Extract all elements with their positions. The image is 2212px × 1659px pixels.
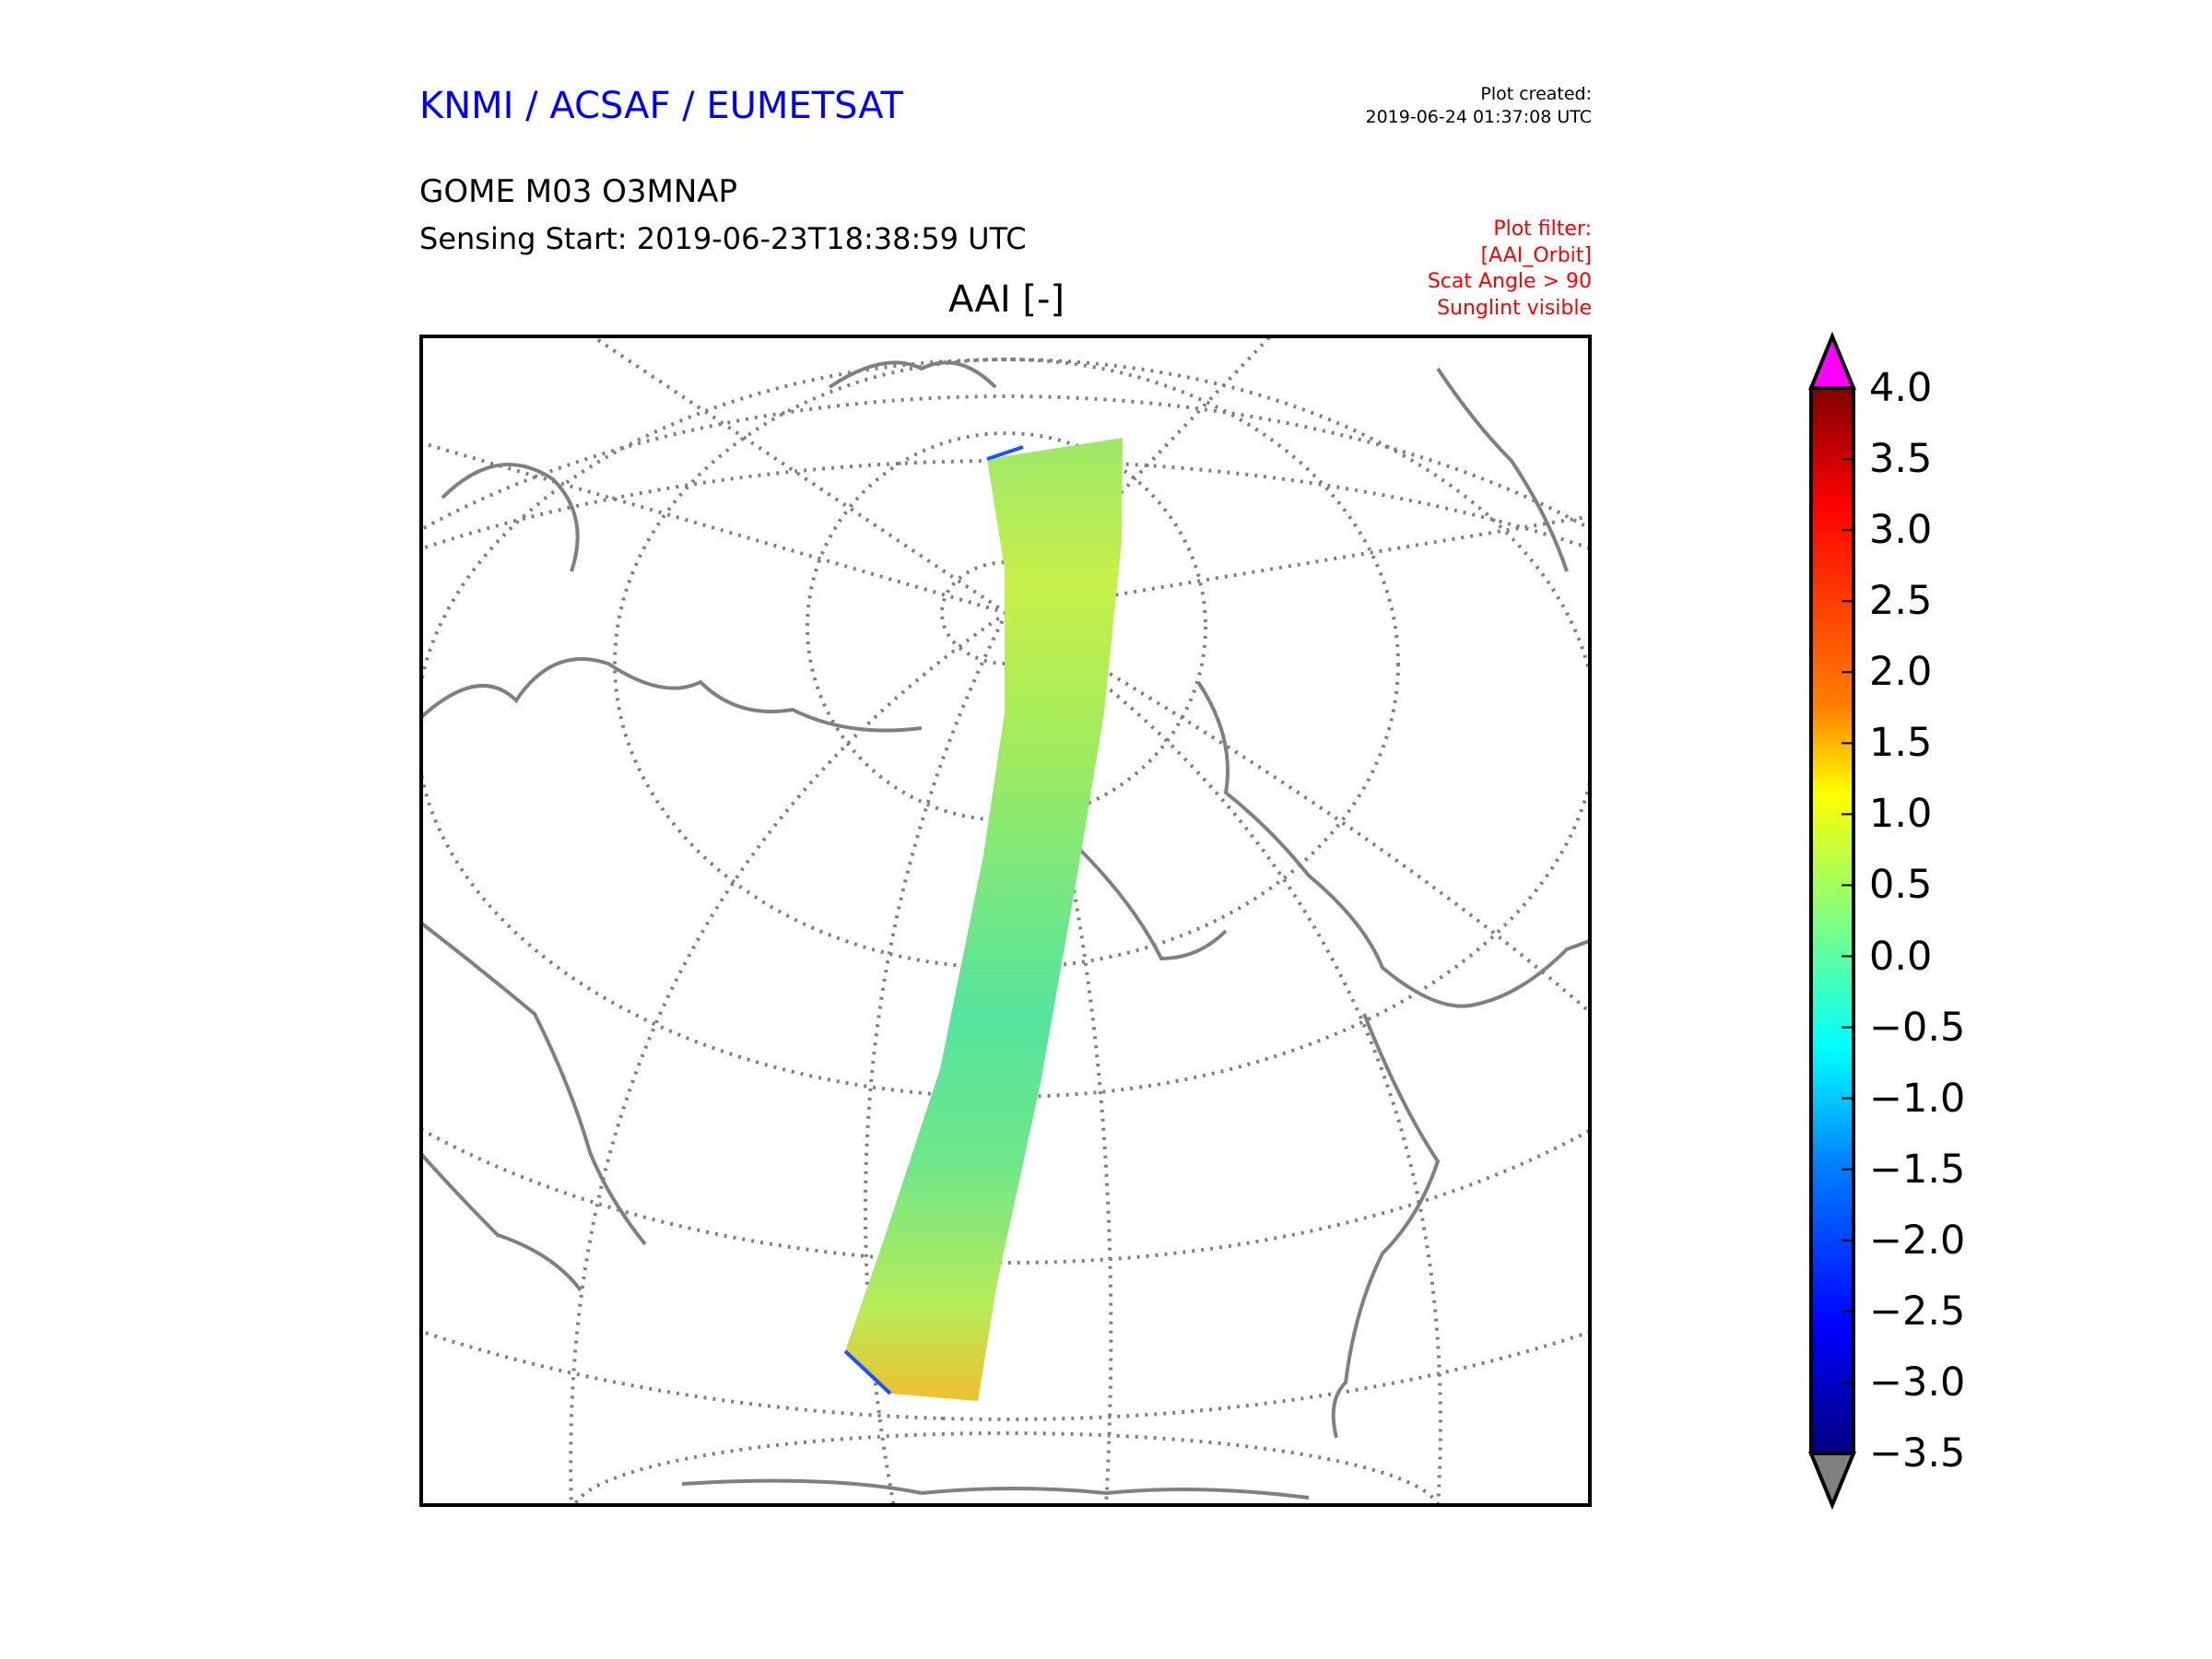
plot-created: Plot created: 2019-06-24 01:37:08 UTC: [1366, 83, 1593, 129]
colorbar-tick-label: −3.0: [1869, 1359, 1966, 1406]
coastlines: [419, 360, 1592, 1500]
filter-line: Scat Angle > 90: [1427, 270, 1592, 293]
colorbar-tick-label: −0.5: [1869, 1004, 1966, 1051]
swath-low-edge: [843, 445, 1024, 1395]
product-name: GOME M03 O3MNAP: [419, 173, 738, 210]
colorbar-over-triangle: [1808, 331, 1856, 390]
sensing-start: Sensing Start: 2019-06-23T18:38:59 UTC: [419, 221, 1027, 256]
plot-filter: Plot filter: [AAI_Orbit] Scat Angle > 90…: [1428, 217, 1592, 322]
colorbar-tick-label: −1.5: [1869, 1146, 1966, 1193]
colorbar-gradient: [1809, 386, 1855, 1455]
colorbar-tick-label: 3.0: [1869, 507, 1933, 554]
colorbar-tick-label: 0.5: [1869, 862, 1933, 909]
map-title: AAI [-]: [948, 278, 1065, 321]
filter-line: Plot filter:: [1493, 218, 1592, 241]
colorbar-tick-label: 2.5: [1869, 578, 1933, 625]
colorbar: [1808, 331, 1856, 1511]
colorbar-tick-label: −2.5: [1869, 1288, 1966, 1335]
colorbar-tick-label: 4.0: [1869, 365, 1933, 411]
brand-title: KNMI / ACSAF / EUMETSAT: [419, 85, 903, 127]
map-plot: [419, 335, 1592, 1507]
colorbar-tick-label: 1.0: [1869, 791, 1933, 838]
colorbar-tick-label: −1.0: [1869, 1075, 1966, 1122]
colorbar-tick-label: −3.5: [1869, 1430, 1966, 1477]
colorbar-tick-label: 3.5: [1869, 436, 1933, 483]
colorbar-tick-label: 2.0: [1869, 649, 1933, 696]
filter-line: Sunglint visible: [1437, 296, 1592, 320]
colorbar-under-triangle: [1808, 1452, 1856, 1511]
colorbar-tick-label: 1.5: [1869, 720, 1933, 767]
filter-line: [AAI_Orbit]: [1480, 243, 1592, 267]
map-frame: [419, 335, 1592, 1507]
aai-swath: [845, 438, 1123, 1401]
created-time: 2019-06-24 01:37:08 UTC: [1365, 107, 1593, 127]
created-label: Plot created:: [1480, 84, 1592, 104]
colorbar-tick-label: −2.0: [1869, 1217, 1966, 1264]
colorbar-tick-label: 0.0: [1869, 933, 1933, 980]
